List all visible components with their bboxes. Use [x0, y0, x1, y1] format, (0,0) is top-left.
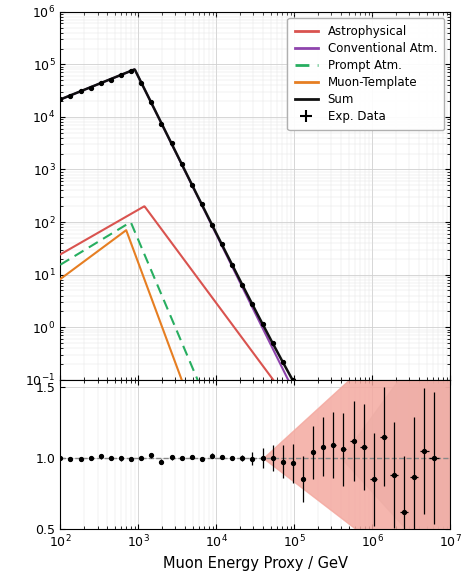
Sum — [294, 385, 300, 392]
Sum — [131, 66, 137, 73]
Sum — [81, 86, 87, 93]
Sum — [57, 96, 63, 103]
X-axis label: Muon Energy Proxy / GeV: Muon Energy Proxy / GeV — [163, 556, 347, 571]
Sum — [393, 540, 398, 547]
Sum — [353, 482, 358, 489]
Sum — [284, 366, 289, 373]
Sum — [306, 406, 311, 413]
Line: Sum: Sum — [60, 69, 449, 588]
Legend: Astrophysical, Conventional Atm., Prompt Atm., Muon-Template, Sum, Exp. Data: Astrophysical, Conventional Atm., Prompt… — [287, 18, 443, 131]
